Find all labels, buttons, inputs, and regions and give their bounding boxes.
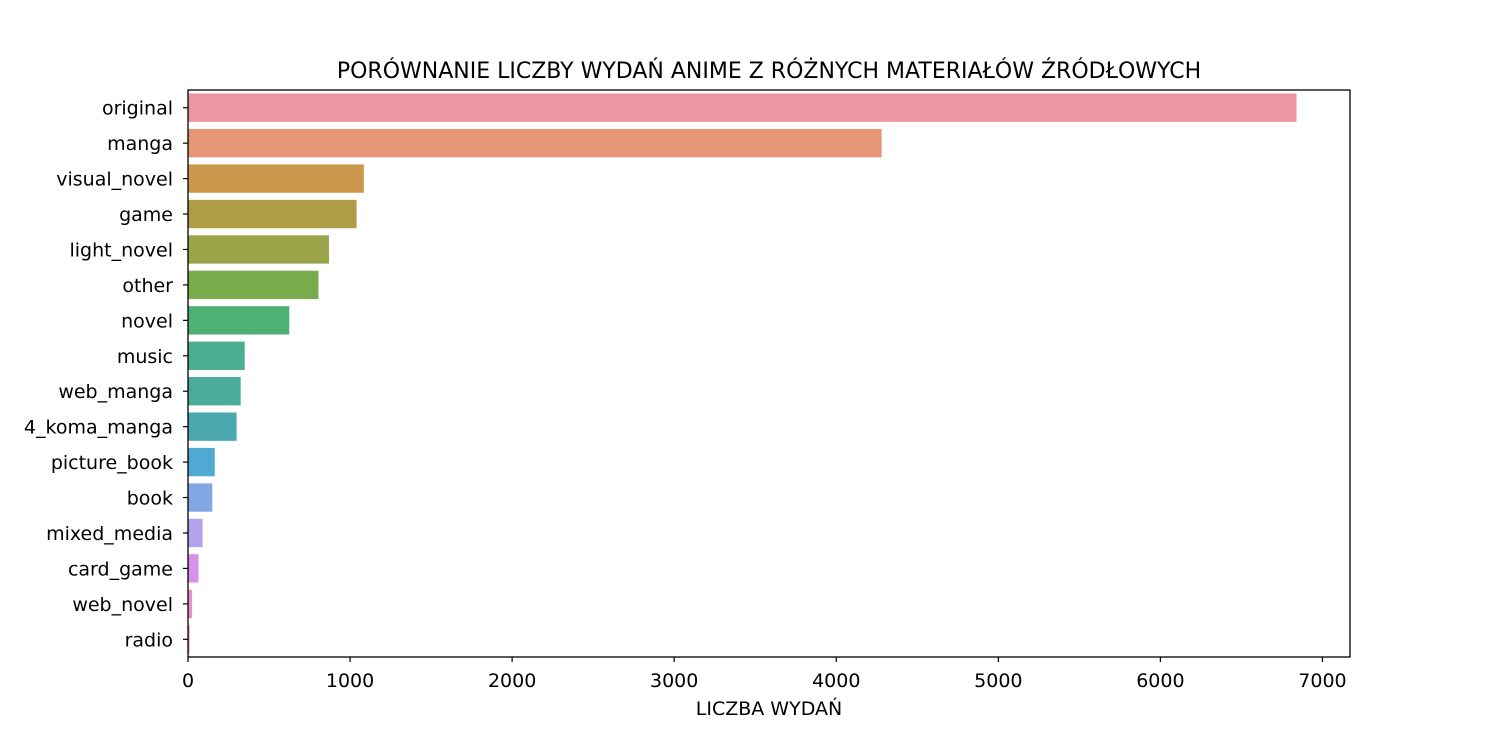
x-tick-label: 6000 — [1136, 670, 1184, 692]
bar-web-manga — [188, 377, 241, 406]
y-tick-label: game — [119, 204, 173, 226]
bar-web-novel — [188, 589, 193, 619]
y-tick-label: music — [117, 346, 173, 368]
bar-manga — [188, 128, 882, 158]
y-tick-label: manga — [107, 133, 173, 155]
x-axis-ticks: 0 1000 2000 3000 4000 5000 6000 7000 — [182, 657, 1347, 692]
y-tick-label: picture_book — [51, 452, 173, 474]
y-tick-label: original — [102, 98, 173, 120]
x-tick-label: 2000 — [488, 670, 536, 692]
bar-game — [188, 199, 357, 229]
bar-4-koma-manga — [188, 412, 237, 441]
x-tick-label: 7000 — [1298, 670, 1346, 692]
y-tick-label: visual_novel — [56, 169, 173, 191]
bar-other — [188, 270, 319, 300]
bars-group — [188, 93, 1297, 654]
x-tick-label: 3000 — [650, 670, 698, 692]
x-tick-label: 1000 — [326, 670, 374, 692]
y-tick-label: book — [127, 488, 173, 510]
bar-music — [188, 341, 245, 370]
y-tick-label: web_novel — [72, 594, 173, 616]
bar-book — [188, 483, 213, 512]
y-tick-label: web_manga — [58, 381, 173, 403]
x-tick-label: 4000 — [812, 670, 860, 692]
bar-picture-book — [188, 447, 215, 477]
bar-novel — [188, 306, 290, 335]
plot-frame — [187, 89, 1351, 658]
y-tick-label: novel — [121, 310, 173, 332]
chart-title: PORÓWNANIE LICZBY WYDAŃ ANIME Z RÓŻNYCH … — [337, 58, 1201, 84]
bar-mixed-media — [188, 518, 203, 548]
y-tick-label: other — [122, 275, 173, 297]
bar-original — [188, 93, 1297, 122]
y-tick-label: mixed_media — [46, 523, 173, 545]
y-tick-label: light_novel — [70, 239, 174, 261]
y-tick-label: radio — [125, 629, 173, 651]
x-tick-label: 5000 — [974, 670, 1022, 692]
y-tick-label: 4_koma_manga — [24, 417, 173, 439]
x-axis-label: LICZBA WYDAŃ — [696, 697, 842, 720]
bar-light-novel — [188, 235, 329, 264]
y-tick-label: card_game — [68, 558, 173, 580]
x-tick-label: 0 — [182, 670, 194, 692]
bar-radio — [188, 625, 190, 654]
bar-card-game — [188, 554, 199, 583]
bar-visual-novel — [188, 164, 364, 193]
